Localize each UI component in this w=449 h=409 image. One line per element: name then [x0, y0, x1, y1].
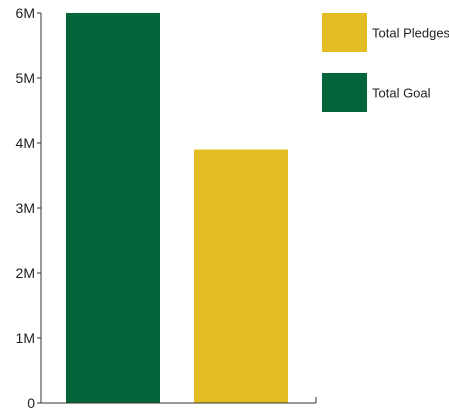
- y-tick-label: 6M: [16, 5, 35, 21]
- legend-label-total-goal: Total Goal: [372, 86, 431, 101]
- y-tick-label: 3M: [16, 200, 35, 216]
- bar-total-goal: [66, 13, 160, 403]
- legend-swatch-total-goal: [322, 73, 367, 112]
- bars: [66, 13, 288, 403]
- bar-total-pledges: [194, 149, 288, 403]
- y-tick-label: 4M: [16, 135, 35, 151]
- legend-label-total-pledges: Total Pledges: [372, 26, 449, 41]
- y-tick-label: 2M: [16, 265, 35, 281]
- y-tick-label: 1M: [16, 330, 35, 346]
- y-axis: 0 1M 2M 3M 4M 5M 6M: [16, 5, 42, 409]
- legend: Total Pledges Total Goal: [322, 13, 449, 112]
- legend-swatch-total-pledges: [322, 13, 367, 52]
- y-tick-label: 0: [27, 395, 35, 409]
- x-axis: [41, 397, 317, 404]
- y-tick-label: 5M: [16, 70, 35, 86]
